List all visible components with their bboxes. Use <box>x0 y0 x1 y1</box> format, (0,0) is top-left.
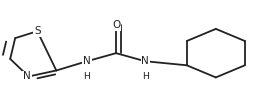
Text: H: H <box>142 72 149 81</box>
Text: N: N <box>83 56 91 66</box>
Text: S: S <box>34 26 41 36</box>
Text: N: N <box>141 56 149 66</box>
Text: O: O <box>112 20 120 30</box>
Text: N: N <box>23 71 31 82</box>
Text: H: H <box>83 72 90 81</box>
